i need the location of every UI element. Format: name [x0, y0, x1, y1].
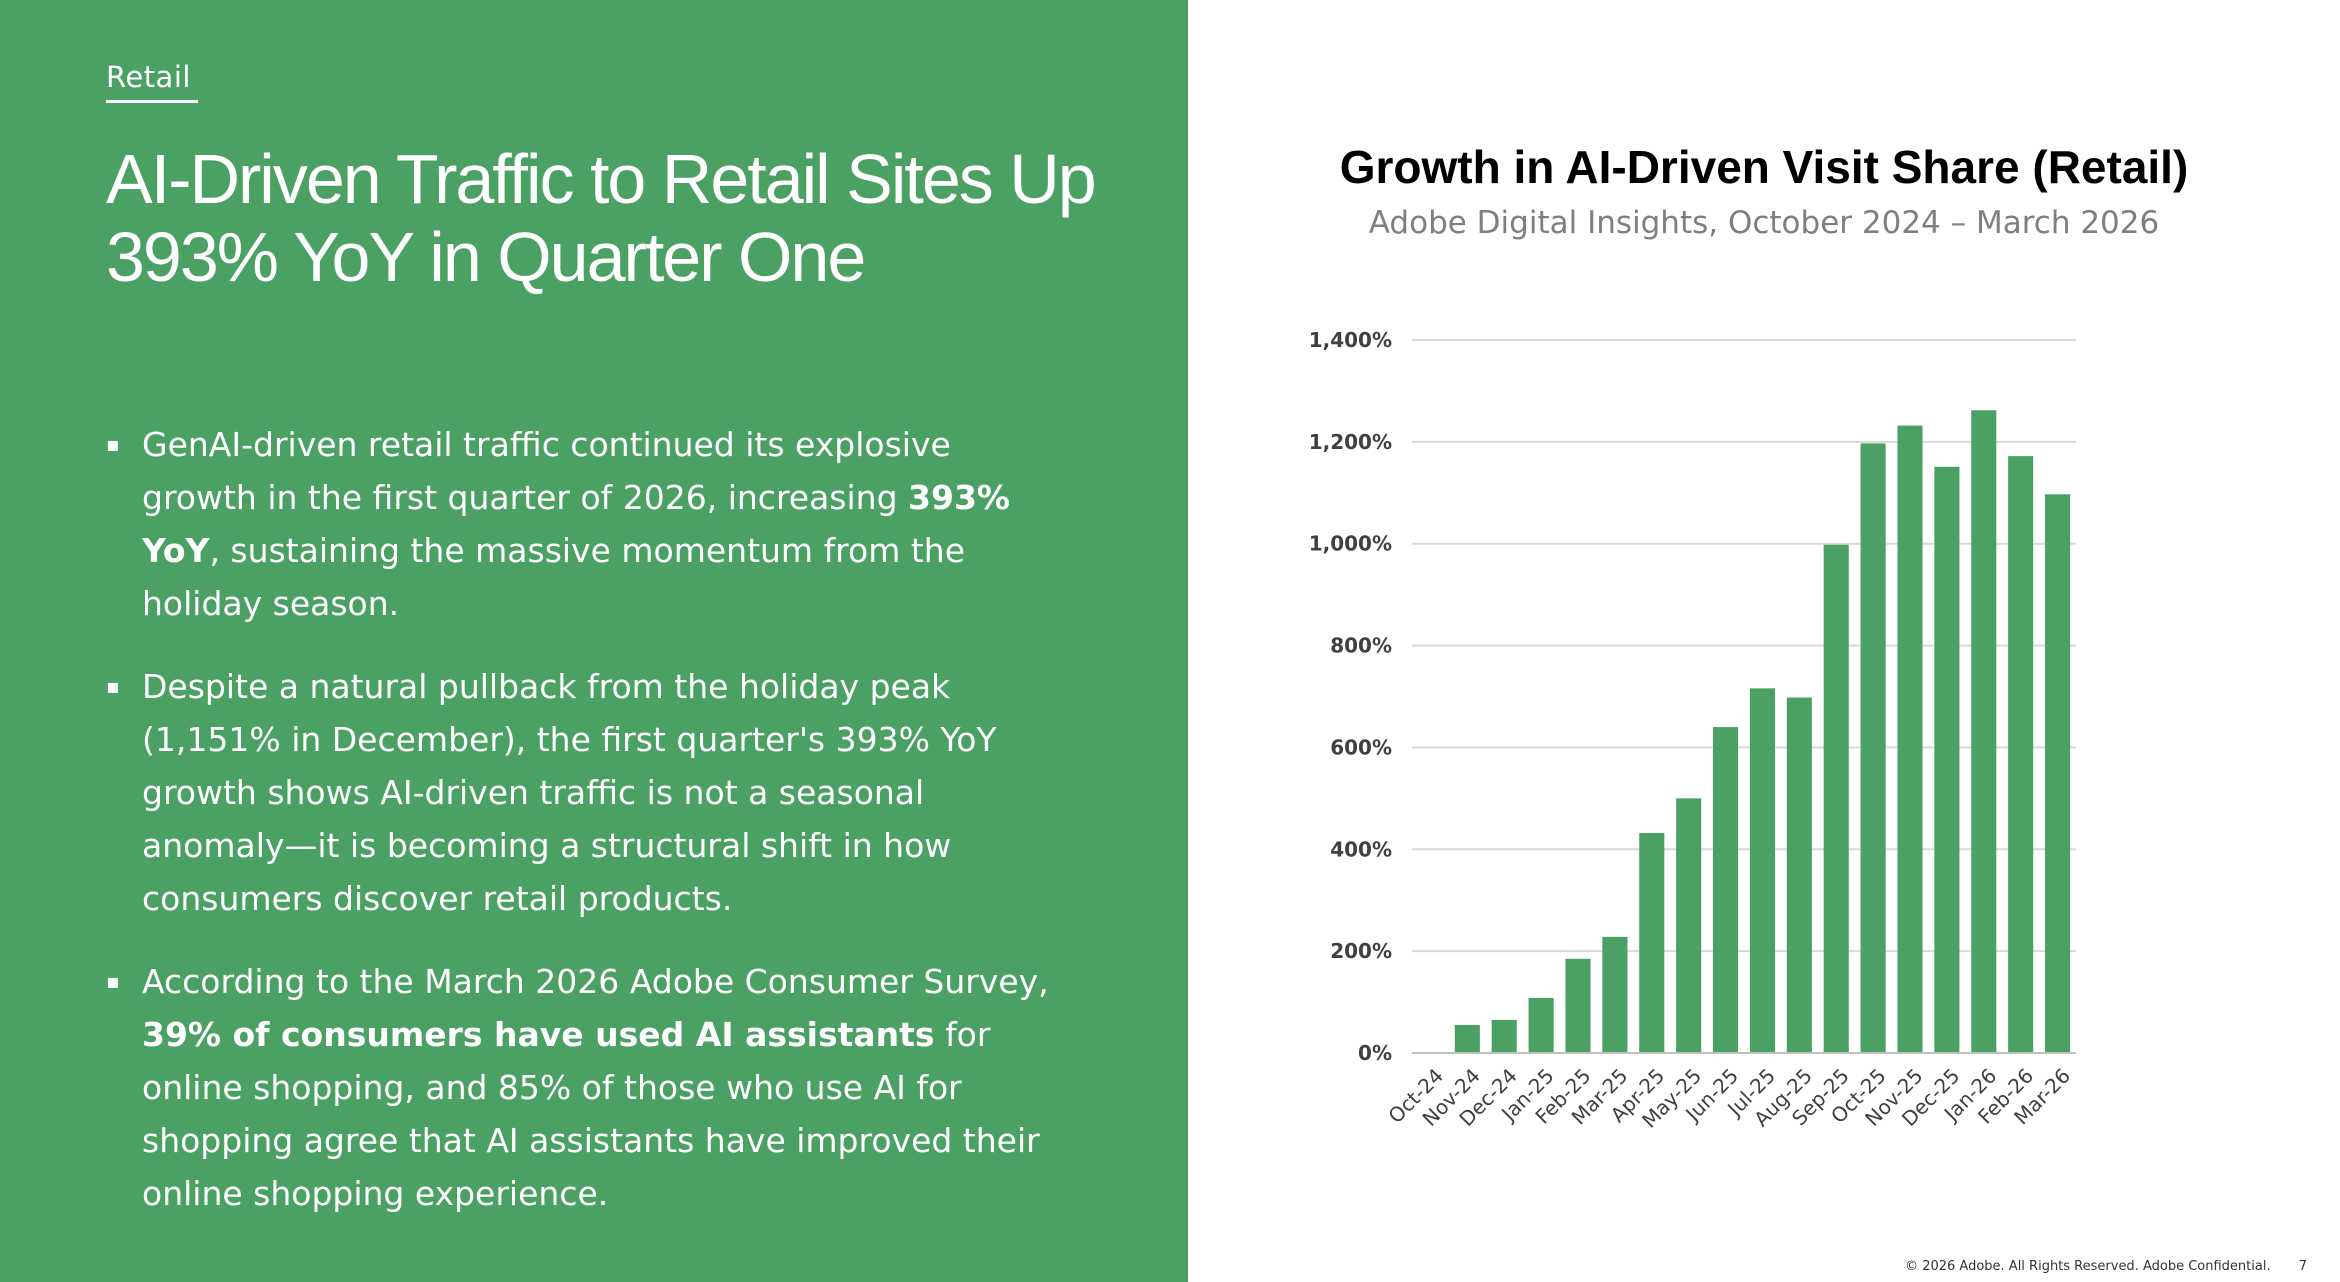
bar: [1713, 727, 1739, 1053]
bullet-text: According to the March 2026 Adobe Consum…: [142, 962, 1049, 1213]
bullet-item: ▪ Despite a natural pullback from the ho…: [106, 660, 1056, 925]
bullet-text: Despite a natural pullback from the holi…: [142, 667, 997, 918]
y-tick-label: 600%: [1330, 735, 1392, 759]
bar: [1565, 958, 1591, 1053]
bullet-text-pre: GenAI-driven retail traffic continued it…: [142, 425, 951, 517]
bullet-item: ▪ GenAI-driven retail traffic continued …: [106, 418, 1056, 630]
y-tick-label: 0%: [1358, 1041, 1392, 1065]
chart-title: Growth in AI-Driven Visit Share (Retail): [1339, 141, 2189, 193]
bullet-text: GenAI-driven retail traffic continued it…: [142, 425, 1010, 623]
bar: [1897, 425, 1923, 1053]
footer: © 2026 Adobe. All Rights Reserved. Adobe…: [1881, 1259, 2307, 1274]
chart-subtitle: Adobe Digital Insights, October 2024 – M…: [1368, 205, 2160, 241]
y-tick-label: 1,200%: [1309, 430, 1392, 454]
bullet-marker-icon: ▪: [106, 674, 120, 698]
bar: [1454, 1024, 1480, 1053]
bullet-text-post: , sustaining the massive momentum from t…: [142, 531, 966, 623]
y-tick-label: 1,000%: [1309, 532, 1392, 556]
bar: [2045, 494, 2071, 1053]
bullet-text-post: for online shopping, and 85% of those wh…: [142, 1015, 1040, 1213]
bullet-item: ▪ According to the March 2026 Adobe Cons…: [106, 955, 1056, 1220]
bar: [1639, 832, 1665, 1053]
page-number: 7: [2298, 1259, 2307, 1274]
bar: [1934, 466, 1960, 1053]
bar: [1786, 697, 1812, 1053]
bullet-text-bold: 393% YoY: [142, 478, 1010, 570]
bar: [2008, 456, 2034, 1053]
y-tick-label: 1,400%: [1309, 328, 1392, 352]
left-panel: Retail AI-Driven Traffic to Retail Sites…: [0, 0, 1188, 1282]
bar: [1971, 410, 1997, 1053]
bar: [1860, 443, 1886, 1053]
chart-area: Growth in AI-Driven Visit Share (Retail)…: [1188, 0, 2340, 1282]
page-title: AI-Driven Traffic to Retail Sites Up 393…: [106, 140, 1097, 296]
bar: [1528, 997, 1554, 1053]
y-tick-label: 400%: [1330, 837, 1392, 861]
copyright-text: © 2026 Adobe. All Rights Reserved. Adobe…: [1905, 1259, 2271, 1274]
bar: [1676, 798, 1702, 1053]
bullet-marker-icon: ▪: [106, 432, 120, 456]
bullet-text-bold: 39% of consumers have used AI assistants: [142, 1015, 935, 1054]
bullet-list: ▪ GenAI-driven retail traffic continued …: [106, 418, 1056, 1250]
bar: [1491, 1019, 1517, 1053]
bullet-marker-icon: ▪: [106, 969, 120, 993]
section-tag: Retail: [106, 60, 198, 103]
y-tick-label: 200%: [1330, 939, 1392, 963]
bar: [1749, 688, 1775, 1053]
bullet-text-pre: According to the March 2026 Adobe Consum…: [142, 962, 1049, 1001]
bar-chart: 0%200%400%600%800%1,000%1,200%1,400%Oct-…: [1309, 328, 2076, 1133]
bar: [1602, 936, 1628, 1053]
bullet-text-pre: Despite a natural pullback from the holi…: [142, 667, 997, 918]
bar: [1823, 544, 1849, 1053]
y-tick-label: 800%: [1330, 634, 1392, 658]
